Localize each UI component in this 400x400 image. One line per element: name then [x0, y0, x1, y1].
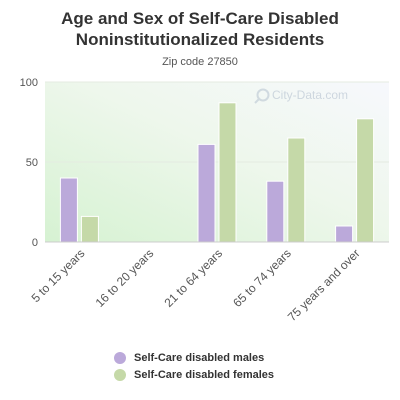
x-tick-label-3: 65 to 74 years	[230, 246, 294, 310]
chart-legend: Self-Care disabled males Self-Care disab…	[114, 349, 274, 383]
x-tick-label-1: 16 to 20 years	[93, 246, 157, 310]
bar-males-4	[335, 225, 354, 243]
bar-females-0	[80, 215, 99, 243]
chart-subtitle: Zip code 27850	[162, 56, 238, 68]
chart-title-line-1: Age and Sex of Self-Care Disabled	[61, 9, 339, 28]
legend-item-females: Self-Care disabled females	[114, 366, 274, 383]
x-axis-ticks: 5 to 15 years 16 to 20 years 21 to 64 year…	[29, 246, 363, 324]
magnifier-icon	[256, 88, 270, 102]
watermark-text: City-Data.com	[272, 88, 348, 102]
y-tick-label-0: 0	[32, 237, 38, 249]
legend-item-males: Self-Care disabled males	[114, 349, 274, 366]
legend-label-males: Self-Care disabled males	[134, 351, 265, 364]
legend-swatch-males	[114, 351, 126, 364]
y-tick-label-50: 50	[26, 157, 38, 169]
bar-females-3	[287, 137, 306, 243]
legend-label-females: Self-Care disabled females	[134, 368, 275, 381]
y-axis-ticks: 0 50 100	[20, 77, 38, 249]
watermark: City-Data.com	[254, 88, 348, 104]
x-tick-label-4: 75 years and over	[285, 246, 363, 324]
y-tick-label-100: 100	[20, 77, 38, 89]
gridlines	[45, 81, 389, 163]
bar-females-2	[218, 102, 237, 243]
legend-swatch-females	[114, 368, 126, 381]
x-tick-label-0: 5 to 15 years	[29, 246, 88, 305]
chart-title-line-2: Noninstitutionalized Residents	[75, 30, 325, 49]
bar-females-4	[356, 118, 375, 243]
bar-males-2	[197, 143, 216, 243]
x-tick-label-2: 21 to 64 years	[161, 246, 225, 310]
magnifier-handle	[254, 98, 260, 104]
bar-males-0	[59, 177, 78, 243]
bar-males-3	[266, 180, 285, 243]
chart-title: Age and Sex of Self-Care Disabled Nonins…	[0, 8, 400, 50]
